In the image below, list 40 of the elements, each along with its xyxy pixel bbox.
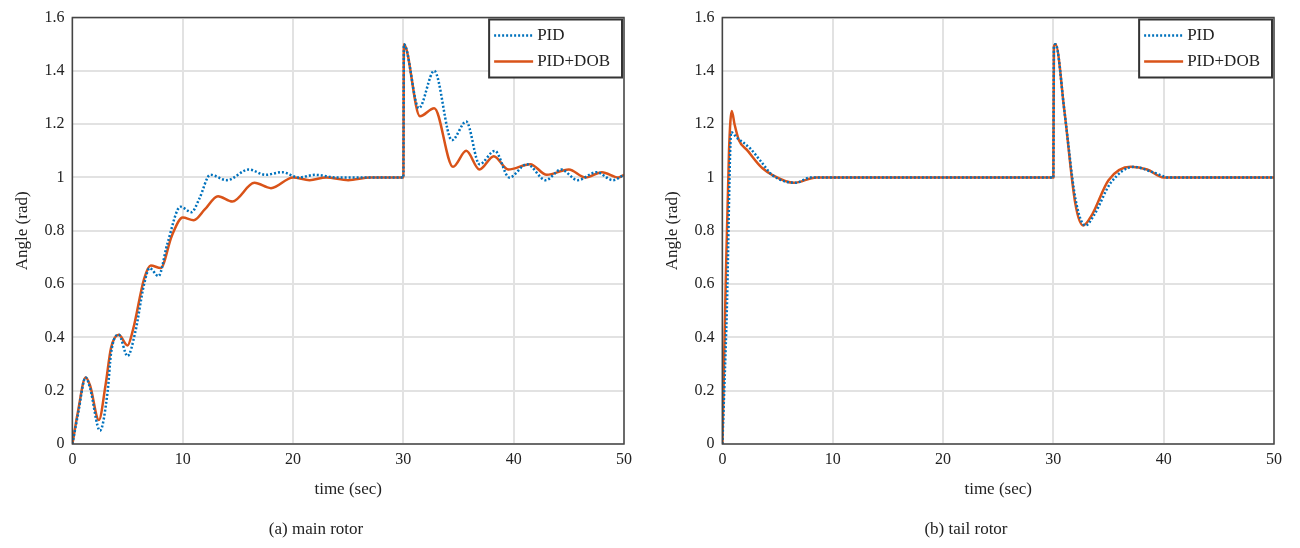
x-tick-label: 30 — [1045, 449, 1062, 467]
y-tick-label: 1.2 — [44, 114, 65, 132]
text: (a) main rotor — [268, 519, 364, 539]
x-tick-label: 0 — [718, 449, 727, 467]
x-tick-label: 40 — [1155, 449, 1172, 467]
y-tick-label: 0.8 — [44, 221, 65, 238]
y-tick-label: 0.4 — [44, 327, 65, 345]
y-tick-label: 0.2 — [694, 380, 715, 398]
x-tick-label: 50 — [1266, 449, 1282, 467]
x-tick-label: 30 — [395, 449, 412, 467]
legend-label: PID — [537, 25, 565, 45]
y-axis-title: Angle (rad) — [11, 191, 31, 271]
y-tick-label: 0 — [56, 434, 65, 452]
y-tick-label: 1.6 — [694, 7, 715, 25]
legend-label: PID — [1187, 25, 1215, 45]
y-tick-label: 0.6 — [694, 274, 715, 292]
x-tick-label: 20 — [285, 449, 302, 467]
x-axis-title: time (sec) — [964, 478, 1032, 498]
y-axis-title: Angle (rad) — [661, 191, 681, 271]
legend-label: PID+DOB — [537, 51, 610, 71]
y-tick-label: 1.4 — [694, 61, 715, 79]
x-axis-title: time (sec) — [314, 478, 382, 498]
x-tick-label: 10 — [824, 449, 841, 467]
y-tick-label: 0.6 — [44, 274, 65, 292]
y-tick-label: 0 — [706, 434, 715, 452]
y-tick-label: 1 — [706, 167, 715, 185]
y-tick-label: 1 — [56, 167, 65, 185]
y-tick-label: 1.6 — [44, 7, 65, 25]
y-tick-label: 0.4 — [694, 327, 715, 345]
x-tick-label: 20 — [935, 449, 952, 467]
y-tick-label: 0.2 — [44, 380, 65, 398]
text: (b) tail rotor — [924, 519, 1008, 539]
x-tick-label: 0 — [68, 449, 77, 467]
y-tick-label: 1.4 — [44, 61, 65, 79]
x-tick-label: 40 — [505, 449, 522, 467]
legend-label: PID+DOB — [1187, 51, 1260, 71]
x-tick-label: 10 — [174, 449, 191, 467]
y-tick-label: 1.2 — [694, 114, 715, 132]
y-tick-label: 0.8 — [694, 221, 715, 238]
x-tick-label: 50 — [616, 449, 632, 467]
